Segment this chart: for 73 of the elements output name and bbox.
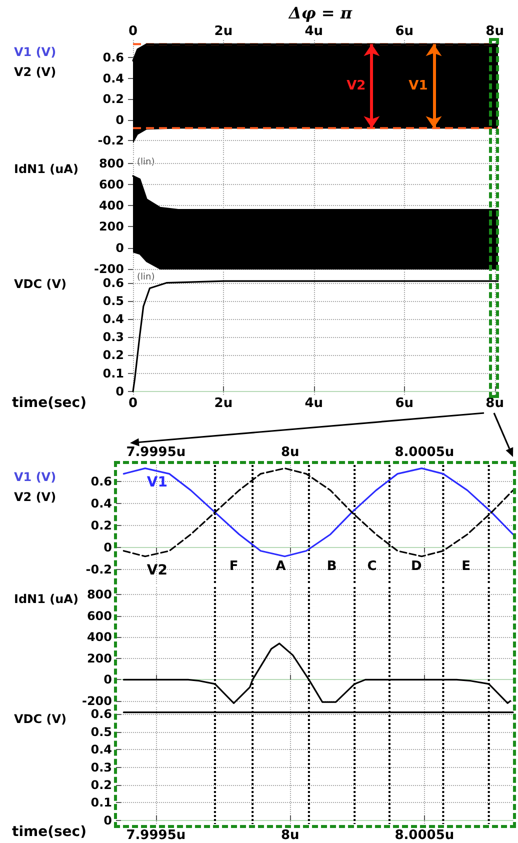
x-tick-label: 0 [128, 396, 138, 411]
x-tick-label: 7.9995u [126, 828, 186, 843]
y-tick-label: 0.3 [90, 760, 112, 774]
annotation: D [410, 558, 422, 574]
y-axis-title: V1 (V) V2 (V) [14, 470, 56, 504]
x-tick-label: 8u [486, 396, 504, 411]
x-tick-label: 6u [395, 24, 414, 39]
chart-title: Δφ = π [288, 4, 352, 22]
y-tick-label: 600 [98, 177, 124, 192]
y-tick-label: 800 [86, 587, 112, 602]
y-tick-label: 0.6 [90, 707, 112, 722]
y-tick-label: 0.6 [102, 50, 124, 65]
y-tick-label: 0.4 [102, 71, 124, 86]
x-tick-label: 2u [214, 24, 233, 39]
x-axis-title: time(sec) [12, 824, 86, 840]
y-tick-label: 0.5 [90, 724, 112, 739]
x-tick-label: 6u [395, 396, 414, 411]
y-tick-label: 0.2 [102, 348, 124, 362]
y-tick-label: 0.2 [90, 778, 112, 792]
annotation: B [326, 558, 337, 574]
annotation: V1 [408, 78, 428, 94]
y-tick-label: 0.2 [90, 518, 112, 533]
x-tick-label: 4u [304, 24, 324, 39]
y-tick-label: 400 [86, 630, 112, 644]
y-tick-label: 0.1 [102, 366, 124, 380]
y-tick-label: 0.5 [102, 294, 124, 308]
y-tick-label: 0.6 [90, 474, 112, 489]
y-tick-label: 0 [116, 240, 124, 255]
x-tick-label: 8u [486, 24, 504, 39]
x-tick-label: 4u [304, 396, 324, 411]
y-tick-label: -0.2 [98, 133, 124, 148]
y-tick-label: 600 [86, 608, 112, 623]
y-tick-label: 0.4 [90, 496, 112, 511]
x-tick-label: 2u [214, 396, 233, 411]
y-tick-label: -0.2 [86, 562, 112, 577]
x-tick-label: 8.0005u [394, 828, 454, 843]
y-tick-label: 0 [116, 112, 124, 127]
y-axis-title: V1 (V) V2 (V) [14, 45, 56, 79]
y-tick-label: 0.4 [102, 312, 124, 326]
annotation: A [276, 558, 286, 574]
y-tick-label: 400 [98, 198, 124, 213]
annotation: (lin) [137, 272, 155, 282]
x-tick-label: 0 [128, 24, 138, 39]
annotation: V2 [346, 78, 366, 94]
x-axis-title: time(sec) [12, 395, 86, 411]
annotation: C [367, 558, 377, 574]
y-axis-title: IdN1 (uA) [14, 162, 78, 176]
y-tick-label: 800 [98, 156, 124, 170]
series-label: V2 [146, 562, 168, 578]
y-axis-title: IdN1 (uA) [14, 592, 78, 606]
y-tick-label: -200 [94, 262, 124, 276]
x-tick-label: 8.0005u [394, 445, 454, 460]
y-tick-label: 0 [104, 813, 112, 828]
annotation: E [462, 558, 470, 574]
y-tick-label: 0 [104, 540, 112, 555]
y-tick-label: 200 [98, 220, 124, 234]
x-tick-label: 8u [280, 828, 300, 843]
annotation: F [229, 558, 238, 574]
y-axis-title: VDC (V) [14, 277, 66, 291]
y-tick-label: 0.1 [90, 796, 112, 810]
y-tick-label: 200 [86, 651, 112, 666]
x-tick-label: 7.9995u [126, 445, 186, 460]
y-tick-label: 0.3 [102, 330, 124, 344]
series-label: V1 [146, 474, 168, 490]
x-tick-label: 8u [280, 445, 300, 460]
y-tick-label: 0.6 [102, 276, 124, 290]
y-tick-label: 0.2 [102, 92, 124, 106]
y-axis-title: VDC (V) [14, 712, 66, 726]
line-series [132, 280, 499, 392]
y-tick-label: 0 [116, 384, 124, 398]
y-tick-label: 0.4 [90, 742, 112, 757]
y-tick-label: 0 [104, 672, 112, 687]
y-tick-label: -200 [82, 694, 112, 708]
